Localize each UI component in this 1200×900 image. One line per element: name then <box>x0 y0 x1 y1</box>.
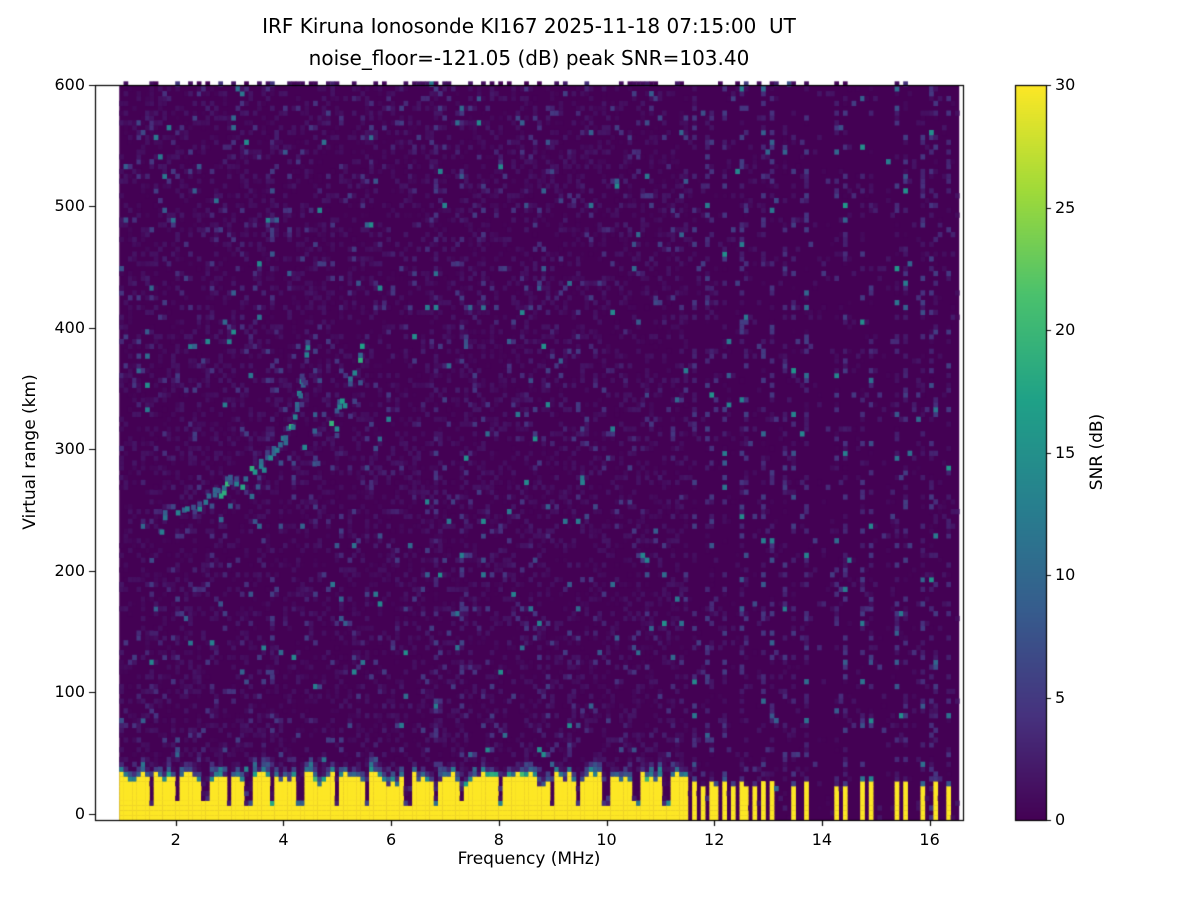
x-axis-label: Frequency (MHz) <box>457 849 601 869</box>
y-tick-label: 300 <box>54 439 85 459</box>
colorbar-tick-label: 5 <box>1055 687 1066 707</box>
colorbar-tick-label: 0 <box>1055 810 1066 829</box>
x-tick-label: 16 <box>919 830 940 849</box>
colorbar-tick-label: 25 <box>1055 197 1076 217</box>
y-tick-label: 200 <box>54 560 85 580</box>
x-tick-label: 14 <box>811 830 833 849</box>
x-tick-label: 10 <box>596 830 617 849</box>
y-tick-label: 500 <box>54 196 85 216</box>
colorbar-tick-label: 10 <box>1055 565 1076 584</box>
chart-subtitle: noise_floor=-121.05 (dB) peak SNR=103.40 <box>308 46 750 70</box>
x-tick-label: 4 <box>278 830 289 849</box>
x-tick-label: 8 <box>493 830 504 849</box>
x-tick-label: 2 <box>170 830 181 849</box>
x-tick-label: 6 <box>386 830 397 849</box>
colorbar-tick-label: 15 <box>1055 442 1076 462</box>
colorbar-tick-label: 30 <box>1055 75 1076 94</box>
x-tick-label: 12 <box>704 830 725 849</box>
chart-title: IRF Kiruna Ionosonde KI167 2025-11-18 07… <box>262 14 796 38</box>
y-tick-label: 100 <box>54 682 85 702</box>
y-tick-label: 400 <box>54 317 85 337</box>
y-tick-label: 0 <box>74 803 85 823</box>
y-tick-label: 600 <box>54 75 85 94</box>
colorbar-tick-label: 20 <box>1055 320 1076 339</box>
